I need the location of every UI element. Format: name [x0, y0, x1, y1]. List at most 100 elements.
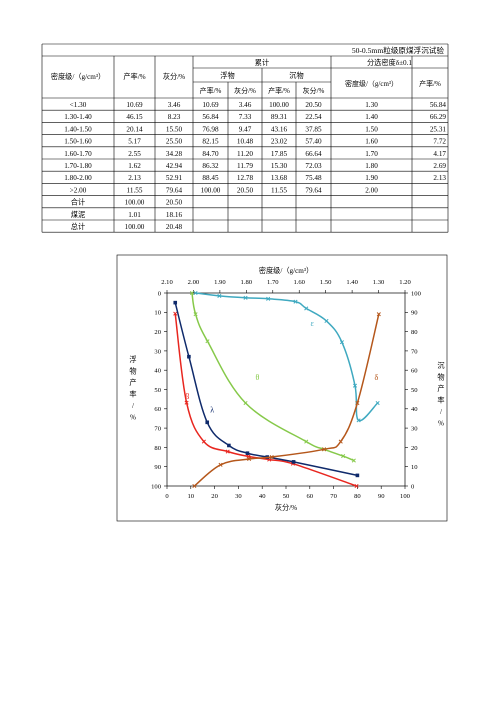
y-right-tick-label: 40 [411, 406, 418, 413]
table-cell: 18.16 [166, 211, 183, 219]
y-left-tick-label: 60 [154, 406, 161, 413]
table-cell: 52.91 [166, 174, 183, 182]
table-cell: 46.15 [126, 113, 143, 121]
data-point [193, 290, 198, 296]
data-point [247, 456, 252, 462]
data-point [217, 293, 222, 298]
table-cell: 79.64 [305, 186, 322, 194]
row-label: <1.30 [70, 101, 87, 109]
table-cell: 100.00 [201, 186, 221, 194]
data-point [351, 458, 356, 463]
x-top-tick-label: 1.20 [399, 279, 411, 286]
series-line-λ [174, 302, 358, 477]
data-point [355, 400, 360, 406]
y-right-axis-title: 率 [437, 396, 444, 405]
data-point [322, 447, 327, 452]
table-cell: 10.69 [202, 101, 219, 109]
data-point [304, 439, 309, 444]
y-left-tick-label: 30 [154, 348, 161, 355]
data-point [352, 383, 358, 388]
table-cell: 5.17 [128, 138, 141, 146]
x-axis-title: 灰分/% [275, 503, 297, 512]
data-point [338, 439, 343, 444]
table-cell: 15.50 [166, 125, 183, 133]
y-right-axis-title: 产 [437, 384, 444, 393]
y-left-tick-label: 40 [154, 368, 161, 375]
data-point [227, 443, 231, 448]
table-cell: 11.55 [271, 186, 287, 194]
table-cell: 3.46 [168, 101, 181, 109]
table-cell: 56.84 [202, 113, 219, 121]
data-point [184, 400, 189, 405]
table-cell: 34.28 [166, 150, 183, 158]
chart-frame [116, 254, 448, 522]
header-sep-density: 密度级/（g/cm³） [345, 79, 398, 88]
table-cell: 43.16 [271, 125, 288, 133]
table-cell: 66.29 [430, 113, 447, 121]
header-ash: 灰分/% [163, 72, 185, 81]
table-cell: 1.70 [365, 150, 378, 158]
table-cell: 37.85 [305, 125, 322, 133]
x-top-tick-label: 2.00 [188, 279, 200, 286]
data-point [187, 354, 191, 359]
y-right-tick-label: 70 [411, 348, 418, 355]
data-point [269, 454, 274, 460]
data-point [173, 300, 178, 305]
y-left-tick-label: 20 [154, 329, 161, 336]
table-cell: 86.32 [202, 162, 219, 170]
table-cell: 66.64 [305, 150, 322, 158]
header-float-yield: 产率/% [200, 86, 222, 95]
curve-label-β: β [185, 392, 189, 401]
header-float-ash: 灰分/% [234, 86, 256, 95]
y-right-axis-title: 物 [437, 373, 444, 382]
table-cell: 1.80 [365, 162, 378, 170]
table-cell: 57.40 [305, 138, 322, 146]
table-cell: 100.00 [269, 101, 289, 109]
x-tick-label: 10 [188, 493, 195, 500]
data-point [304, 306, 309, 311]
data-point [205, 339, 210, 344]
series-line-ε [195, 292, 379, 422]
x-tick-label: 0 [165, 493, 169, 500]
y-left-tick-label: 100 [151, 483, 162, 490]
header-cumulative: 累计 [255, 58, 269, 67]
y-left-axis-title: % [130, 414, 136, 422]
data-point [189, 290, 195, 296]
x-top-tick-label: 1.90 [214, 279, 226, 286]
table-cell: 100.00 [125, 223, 145, 231]
curve-label-ε: ε [311, 319, 315, 328]
series-line-β [174, 313, 357, 487]
data-point [245, 451, 250, 455]
table-cell: 2.55 [128, 150, 141, 158]
row-label: 总计 [71, 222, 85, 231]
plot-area [166, 292, 406, 487]
table-cell: 2.00 [365, 186, 378, 194]
table-cell: 1.50 [365, 125, 378, 133]
table-cell: 1.90 [365, 174, 378, 182]
x-top-tick-label: 2.10 [161, 279, 173, 286]
data-point [355, 473, 360, 478]
y-right-axis-title: / [440, 408, 442, 416]
y-right-tick-label: 0 [411, 483, 415, 490]
data-point [339, 340, 344, 345]
table-cell: 20.50 [237, 186, 254, 194]
table-cell: 1.40 [365, 113, 378, 121]
table-cell: 2.69 [433, 162, 446, 170]
data-point [193, 312, 198, 317]
row-label: 1.30-1.40 [64, 113, 92, 121]
y-right-tick-label: 10 [411, 464, 418, 471]
x-tick-label: 70 [330, 493, 337, 500]
data-point [218, 462, 223, 467]
y-left-axis-title: 产 [129, 378, 136, 387]
y-right-tick-label: 20 [411, 445, 418, 452]
table-cell: 9.47 [239, 125, 252, 133]
x-tick-label: 80 [354, 493, 361, 500]
y-left-tick-label: 0 [158, 290, 162, 297]
curve-label-θ: θ [256, 373, 260, 382]
table-cell: 2.13 [433, 174, 446, 182]
y-left-tick-label: 70 [154, 426, 161, 433]
table-cell: 11.55 [127, 186, 143, 194]
table-cell: 1.62 [128, 162, 141, 170]
table-cell: 11.79 [237, 162, 253, 170]
